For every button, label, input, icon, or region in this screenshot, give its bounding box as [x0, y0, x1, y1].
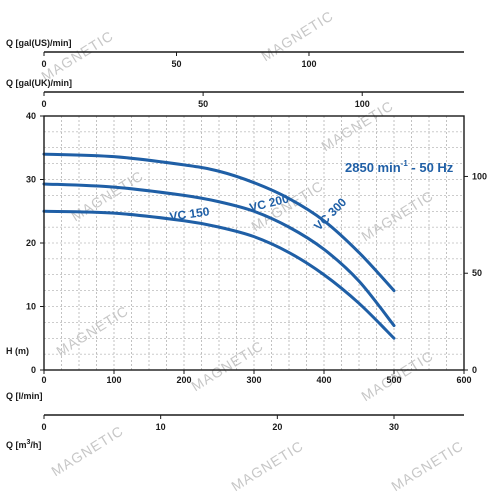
x2-axis-label: Q [m3/h] — [6, 439, 41, 450]
x-axis-label: Q [l/min] — [6, 391, 43, 401]
x-tick-label: 400 — [316, 375, 331, 385]
speed-annotation: 2850 min-1 - 50 Hz — [345, 159, 454, 175]
watermark-text: MAGNETIC — [258, 7, 336, 64]
y2-tick-label: 100 — [472, 171, 487, 181]
x2-tick-label: 10 — [156, 422, 166, 432]
x-tick-label: 0 — [41, 375, 46, 385]
top-tick-label: 100 — [301, 59, 316, 69]
x2-tick-label: 30 — [389, 422, 399, 432]
watermark-text: MAGNETIC — [48, 422, 126, 479]
grid — [44, 116, 464, 370]
y-tick-label: 10 — [26, 302, 36, 312]
y2-tick-label: 0 — [472, 365, 477, 375]
series-label: VC 150 — [169, 204, 211, 223]
top-tick-label: 50 — [171, 59, 181, 69]
x2-tick-label: 0 — [41, 422, 46, 432]
top-axis-label: Q [gal(UK)/min] — [6, 78, 72, 88]
y-tick-label: 0 — [31, 365, 36, 375]
top-tick-label: 0 — [41, 99, 46, 109]
top-axis-label: Q [gal(US)/min] — [6, 38, 72, 48]
x-tick-label: 300 — [246, 375, 261, 385]
series-line-vc-300 — [42, 152, 396, 293]
y-tick-label: 20 — [26, 238, 36, 248]
y2-tick-label: 50 — [472, 268, 482, 278]
x-tick-label: 100 — [106, 375, 121, 385]
top-tick-label: 0 — [41, 59, 46, 69]
watermark-text: MAGNETIC — [388, 437, 466, 494]
top-tick-label: 100 — [355, 99, 370, 109]
watermark-text: MAGNETIC — [38, 27, 116, 84]
y-tick-label: 30 — [26, 175, 36, 185]
x-tick-label: 200 — [176, 375, 191, 385]
curves — [42, 152, 396, 340]
x2-tick-label: 20 — [272, 422, 282, 432]
y-tick-label: 40 — [26, 111, 36, 121]
watermark-text: MAGNETIC — [228, 437, 306, 494]
x-tick-label: 600 — [456, 375, 471, 385]
y-axis-label: H (m) — [6, 346, 29, 356]
series-line-vc-150 — [42, 209, 396, 340]
series-line-vc-200 — [42, 182, 396, 328]
top-tick-label: 50 — [198, 99, 208, 109]
x-tick-label: 500 — [386, 375, 401, 385]
